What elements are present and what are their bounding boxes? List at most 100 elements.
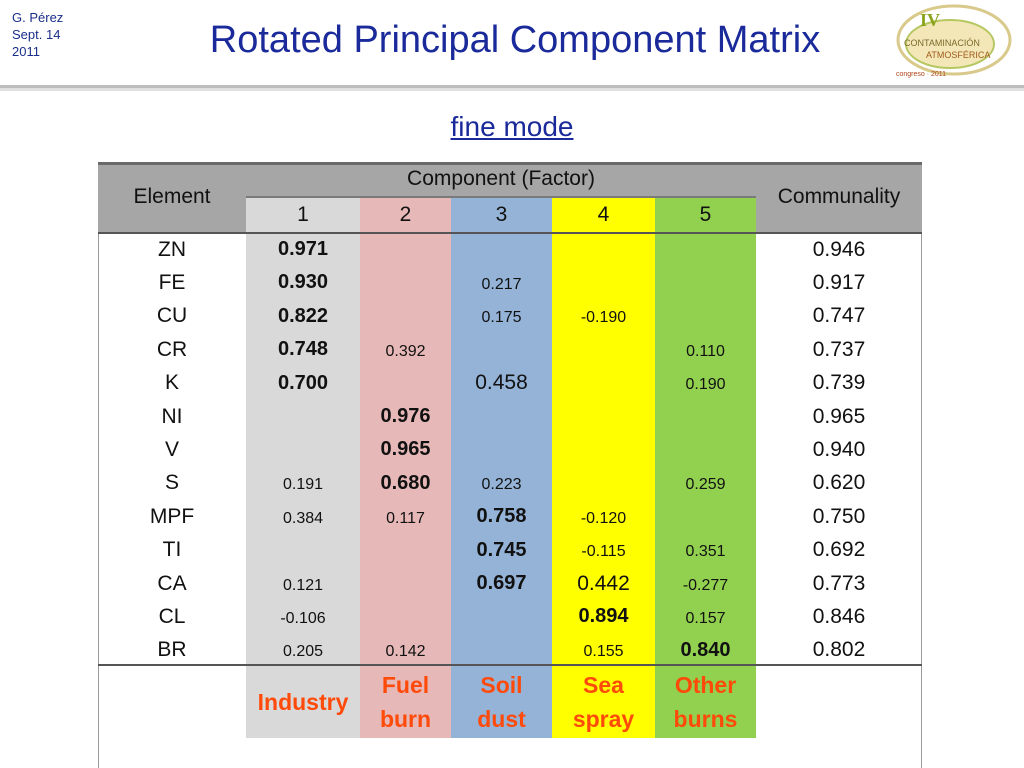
svg-text:CONTAMINACIÓN: CONTAMINACIÓN — [904, 38, 980, 48]
communality-cell: 0.747 — [812, 304, 866, 328]
communality-cell: 0.773 — [812, 571, 866, 595]
source-label-1: Industry — [246, 666, 360, 738]
loading-cell: 0.700 — [277, 371, 329, 394]
loading-cell: 0.930 — [277, 271, 329, 294]
loading-cell: 0.155 — [583, 643, 624, 661]
loading-cell: 0.175 — [481, 309, 522, 327]
author-block: G. Pérez Sept. 14 2011 — [12, 9, 63, 60]
factor-number-2: 2 — [360, 198, 451, 232]
loading-cell — [360, 369, 451, 402]
element-cell: FE — [158, 270, 186, 294]
loading-cell — [552, 469, 655, 502]
svg-text:IV: IV — [920, 10, 940, 30]
loading-cell: -0.277 — [682, 576, 729, 594]
source-label-line-1: Industry — [257, 689, 349, 715]
loading-cell — [655, 502, 756, 535]
element-cell: BR — [157, 638, 187, 662]
body-bottom-rule — [98, 664, 922, 666]
loading-cell — [451, 402, 552, 435]
loading-cell: 0.758 — [476, 505, 527, 528]
svg-text:ATMOSFÉRICA: ATMOSFÉRICA — [926, 50, 990, 60]
source-label-line-2: dust — [477, 706, 526, 732]
table-frame — [98, 162, 922, 768]
loading-cell: 0.117 — [386, 509, 425, 527]
loading-cell — [655, 268, 756, 301]
communality-cell: 0.946 — [812, 237, 866, 261]
loading-cell: 0.822 — [277, 304, 329, 327]
component-header-divider — [246, 196, 756, 198]
congress-logo: IV CONTAMINACIÓN ATMOSFÉRICA congreso · … — [896, 4, 1012, 78]
loading-cell — [360, 569, 451, 602]
loading-cell: -0.115 — [581, 543, 626, 561]
loading-cell: 0.223 — [481, 476, 522, 494]
communality-cell: 0.739 — [812, 371, 866, 395]
loading-cell — [360, 302, 451, 335]
header-rule — [0, 85, 1024, 88]
loading-cell: 0.965 — [380, 438, 431, 461]
source-label-line-1: Sea — [583, 672, 624, 698]
loading-cell: 0.442 — [577, 571, 630, 595]
loading-cell — [655, 235, 756, 268]
loading-cell — [552, 335, 655, 368]
communality-cell: 0.965 — [812, 404, 866, 428]
source-label-line-2: burns — [673, 706, 738, 732]
loading-cell — [246, 435, 360, 468]
factor-number-5: 5 — [655, 198, 756, 232]
source-label-5: Other burns — [655, 666, 756, 738]
loading-cell: 0.142 — [385, 643, 426, 661]
loading-cell — [655, 302, 756, 335]
element-cell: V — [164, 437, 179, 461]
loading-cell — [246, 536, 360, 569]
loading-cell: 0.745 — [476, 538, 527, 561]
source-label-line-1: Soil — [480, 672, 523, 698]
communality-cell: 0.802 — [812, 638, 866, 662]
element-cell: CA — [157, 571, 187, 595]
communality-header: Communality — [777, 185, 901, 208]
loading-cell: 0.392 — [385, 342, 426, 360]
subtitle: fine mode — [450, 111, 574, 142]
loading-cell: 0.384 — [282, 509, 324, 527]
element-cell: TI — [162, 538, 182, 562]
loading-cell — [552, 402, 655, 435]
source-label-4: Sea spray — [552, 666, 655, 738]
communality-cell: 0.692 — [812, 538, 866, 562]
element-cell: CR — [156, 337, 188, 361]
loading-cell — [451, 435, 552, 468]
loading-cell — [552, 435, 655, 468]
loading-cell: 0.191 — [282, 476, 324, 494]
element-cell: S — [164, 471, 179, 495]
communality-cell: 0.846 — [812, 604, 866, 628]
factor-column-2 — [360, 198, 451, 738]
element-cell: NI — [161, 404, 183, 428]
loading-cell: 0.748 — [277, 338, 329, 361]
loading-cell: 0.190 — [685, 376, 726, 394]
loading-cell: 0.840 — [680, 638, 731, 661]
factor-number-3: 3 — [451, 198, 552, 232]
loading-cell — [246, 402, 360, 435]
communality-cell: 0.917 — [812, 270, 866, 294]
loading-cell: 0.458 — [475, 371, 528, 395]
element-cell: CU — [156, 304, 188, 328]
communality-cell: 0.620 — [812, 471, 866, 495]
loading-cell: 0.697 — [476, 572, 527, 594]
source-label-line-1: Fuel — [381, 672, 430, 698]
loading-cell — [451, 602, 552, 635]
loading-cell — [360, 235, 451, 268]
loading-cell — [552, 369, 655, 402]
element-cell: ZN — [158, 237, 186, 261]
source-label-2: Fuel burn — [360, 666, 451, 738]
loading-cell — [655, 402, 756, 435]
loading-cell — [655, 435, 756, 468]
source-label-line-2: burn — [379, 706, 432, 732]
header-rule-shadow — [0, 88, 1024, 91]
slide-title: Rotated Principal Component Matrix — [209, 19, 821, 61]
communality-cell: 0.737 — [812, 337, 866, 361]
factor-number-1: 1 — [246, 198, 360, 232]
loading-cell: 0.680 — [380, 471, 431, 494]
loading-cell — [360, 602, 451, 635]
communality-cell: 0.940 — [812, 437, 866, 461]
loading-cell: 0.121 — [282, 576, 324, 594]
element-cell: MPF — [149, 504, 195, 528]
loading-cell: -0.120 — [580, 509, 627, 527]
loading-cell: 0.157 — [685, 609, 726, 627]
